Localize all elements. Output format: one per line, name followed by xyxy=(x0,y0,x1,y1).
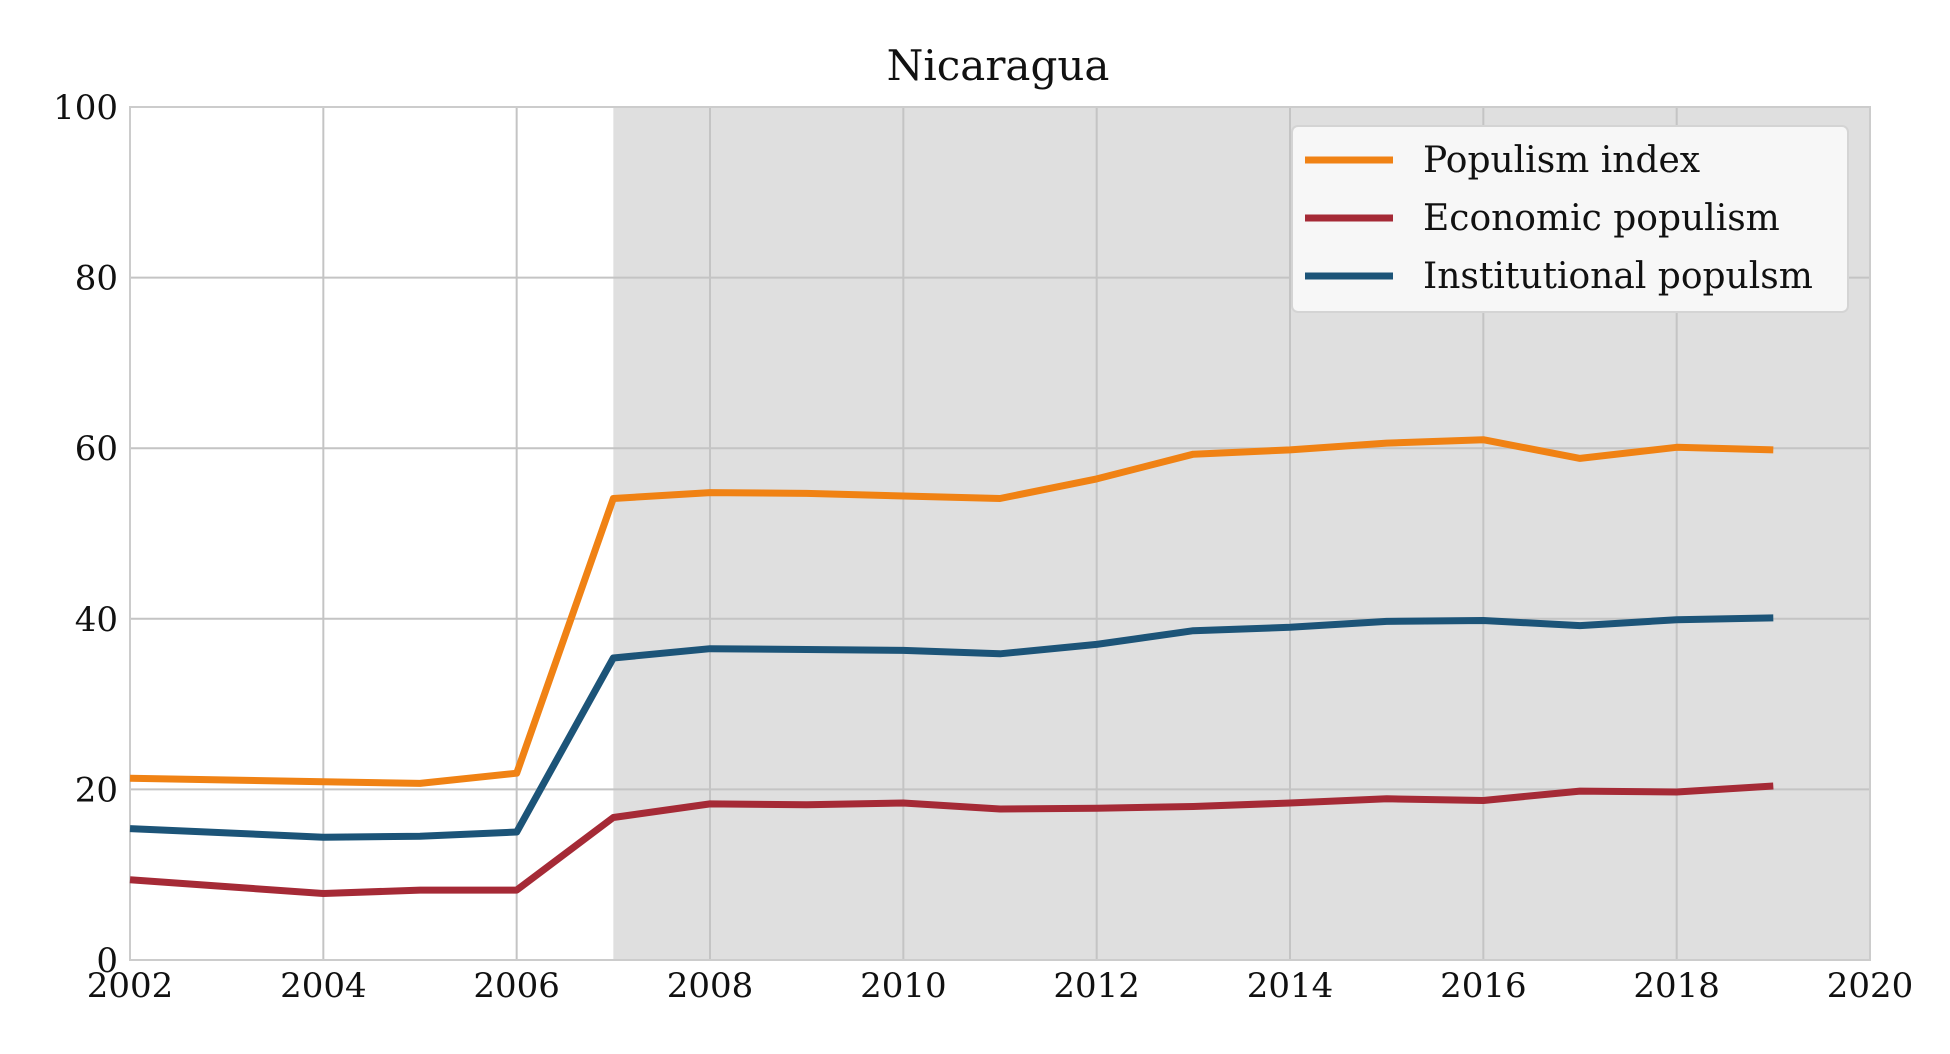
x-tick-label: 2012 xyxy=(1053,966,1140,1006)
x-tick-label: 2006 xyxy=(473,966,560,1006)
x-tick-label: 2014 xyxy=(1247,966,1334,1006)
y-tick-label: 40 xyxy=(75,600,118,640)
plot-frame xyxy=(129,106,1871,961)
x-tick-label: 2004 xyxy=(280,966,367,1006)
x-tick-label: 2008 xyxy=(667,966,754,1006)
y-tick-label: 0 xyxy=(96,941,118,981)
series-line-institutional-populsm xyxy=(129,614,1774,841)
series-line-economic-populism xyxy=(129,782,1774,897)
chart-title: Nicaragua xyxy=(887,41,1110,90)
legend-box xyxy=(1291,125,1849,313)
legend-label-economic-populism: Economic populism xyxy=(1423,198,1780,239)
x-axis-tick-labels: 2002 2004 2006 2008 2010 2012 2014 2016 2018 2020 xyxy=(87,966,1914,1006)
legend: Populism index Economic populism Institu… xyxy=(1291,125,1849,313)
legend-label-populism-index: Populism index xyxy=(1423,140,1700,181)
x-tick-label: 2016 xyxy=(1440,966,1527,1006)
series-lines xyxy=(129,436,1774,897)
legend-label-institutional-populism: Institutional populsm xyxy=(1423,256,1813,297)
x-tick-label: 2010 xyxy=(860,966,947,1006)
y-axis-tick-labels: 0 20 40 60 80 100 xyxy=(53,88,118,981)
y-tick-label: 100 xyxy=(53,88,118,128)
y-tick-label: 20 xyxy=(75,770,118,810)
y-tick-label: 80 xyxy=(75,259,118,299)
x-tick-label: 2020 xyxy=(1827,966,1914,1006)
series-line-populism-index xyxy=(129,436,1774,787)
x-tick-label: 2018 xyxy=(1633,966,1720,1006)
y-tick-label: 60 xyxy=(75,429,118,469)
x-tick-label: 2002 xyxy=(87,966,174,1006)
